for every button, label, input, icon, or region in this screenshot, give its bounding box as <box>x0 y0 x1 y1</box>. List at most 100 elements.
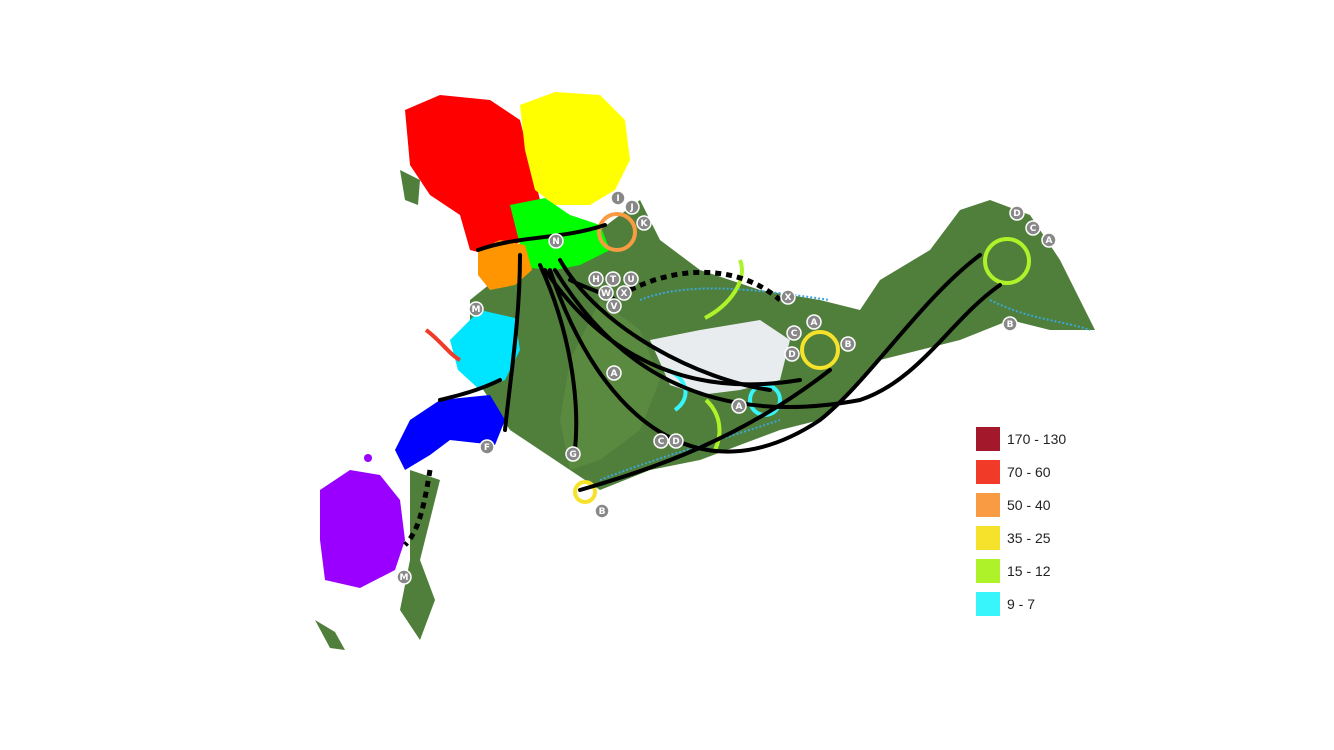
legend-swatch <box>976 459 1000 484</box>
marker-layer: I J K N H T U W X V M A G C D A F M B X … <box>396 190 1057 585</box>
marker-label: D <box>788 350 795 360</box>
marker-label: X <box>785 293 792 303</box>
coast-line-north <box>639 287 831 301</box>
ice-coast-layer <box>599 287 1091 481</box>
highlight-arc-red <box>424 328 462 362</box>
legend-label: 170 - 130 <box>1007 430 1067 447</box>
marker-label: K <box>641 219 649 229</box>
legend-label: 70 - 60 <box>1007 463 1051 480</box>
route-9 <box>438 378 502 402</box>
marker: B <box>840 336 856 352</box>
marker: G <box>565 446 581 462</box>
marker-label: B <box>599 507 606 517</box>
marker-label: N <box>552 237 560 247</box>
route-8 <box>578 368 832 492</box>
marker-label: G <box>569 450 576 460</box>
route-dashed-north <box>628 269 782 302</box>
marker: K <box>636 215 652 231</box>
marker: V <box>606 298 622 314</box>
legend-swatch <box>976 426 1000 451</box>
marker-label: A <box>736 402 743 412</box>
marker: F <box>479 439 495 455</box>
marker: A <box>806 314 822 330</box>
route-5 <box>548 253 982 454</box>
marker-label: U <box>627 275 634 285</box>
legend-item: 170 - 130 <box>976 422 1096 455</box>
marker-label: T <box>610 275 617 285</box>
marker-label: C <box>1030 224 1037 234</box>
marker-label: F <box>484 443 490 453</box>
marker: W <box>598 285 614 301</box>
marker-label: A <box>611 369 618 379</box>
route-3 <box>538 263 579 452</box>
coast-line-east <box>989 299 1091 331</box>
land-layer <box>315 170 1095 650</box>
marker: M <box>396 569 412 585</box>
legend-label: 50 - 40 <box>1007 496 1051 513</box>
region-se-asia <box>395 395 505 470</box>
route-6 <box>553 268 1002 410</box>
land-tasmania <box>315 620 345 650</box>
coast-line-south <box>599 419 781 481</box>
marker-label: X <box>621 289 628 299</box>
legend-swatch <box>976 492 1000 517</box>
marker-label: W <box>601 289 611 299</box>
marker-label: H <box>592 275 600 285</box>
legend-item: 35 - 25 <box>976 521 1096 554</box>
region-india <box>450 310 520 390</box>
legend-label: 15 - 12 <box>1007 562 1051 579</box>
region-australia <box>320 470 405 588</box>
marker-label: D <box>672 437 679 447</box>
region-africa <box>405 95 540 255</box>
marker: D <box>1009 205 1025 221</box>
route-dashed-australia <box>403 469 433 547</box>
marker: A <box>731 398 747 414</box>
marker: I <box>610 190 626 206</box>
marker: X <box>616 285 632 301</box>
marker: T <box>605 271 621 287</box>
legend-item: 15 - 12 <box>976 554 1096 587</box>
marker: U <box>623 271 639 287</box>
highlight-ring-green <box>983 237 1031 285</box>
marker: A <box>606 365 622 381</box>
legend-item: 9 - 7 <box>976 587 1096 620</box>
region-nz-dot <box>364 454 372 462</box>
highlight-ring-orange <box>597 212 637 252</box>
marker: C <box>653 433 669 449</box>
legend-swatch <box>976 558 1000 583</box>
legend-item: 70 - 60 <box>976 455 1096 488</box>
marker-label: A <box>1046 236 1053 246</box>
marker: D <box>784 346 800 362</box>
marker: N <box>548 233 564 249</box>
marker-label: B <box>1007 320 1014 330</box>
marker-label: M <box>472 305 481 315</box>
marker: C <box>786 325 802 341</box>
legend-label: 35 - 25 <box>1007 529 1051 546</box>
region-arabia <box>520 92 630 205</box>
marker: H <box>588 271 604 287</box>
marker: X <box>780 289 796 305</box>
region-layer <box>320 92 630 588</box>
route-dashed-layer <box>403 269 782 547</box>
route-4 <box>543 268 802 387</box>
highlight-arc-green-north <box>704 259 744 320</box>
legend-label: 9 - 7 <box>1007 595 1036 612</box>
marker-label: D <box>1013 209 1020 219</box>
highlight-ring-yellow-south <box>573 480 597 504</box>
marker-label: J <box>629 203 633 213</box>
marker: A <box>1041 232 1057 248</box>
legend-item: 50 - 40 <box>976 488 1096 521</box>
route-1 <box>476 223 607 252</box>
highlight-ring-yellow-east <box>800 330 840 370</box>
marker-label: M <box>400 573 409 583</box>
marker-label: C <box>658 437 665 447</box>
marker: C <box>1025 220 1041 236</box>
marker: J <box>624 199 640 215</box>
land-indonesia <box>400 470 440 640</box>
marker: B <box>594 503 610 519</box>
marker: M <box>468 301 484 317</box>
land-madagascar <box>400 170 420 205</box>
marker: D <box>668 433 684 449</box>
marker-label: V <box>611 302 618 312</box>
